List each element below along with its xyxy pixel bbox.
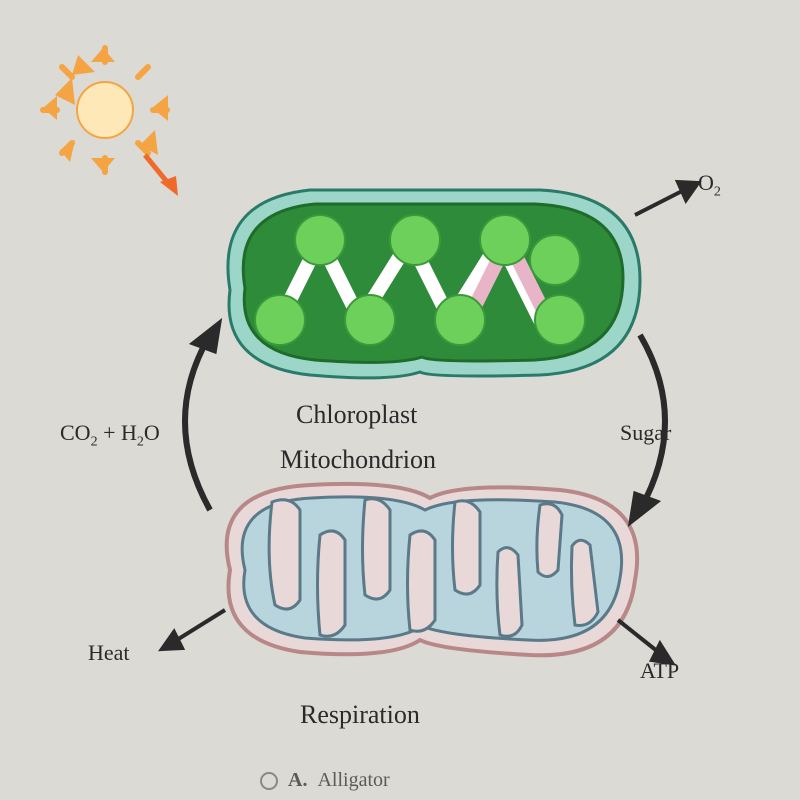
o2-label: O2: [698, 170, 721, 200]
respiration-label: Respiration: [300, 700, 420, 730]
answer-text: Alligator: [317, 769, 389, 792]
o2-arrow: [635, 182, 698, 215]
sun-arrow: [145, 155, 178, 196]
mitochondrion-label: Mitochondrion: [280, 445, 436, 475]
co2h2o-label: CO2 + H2O: [60, 420, 160, 450]
sun-icon: [43, 48, 168, 172]
chloroplast-label: Chloroplast: [296, 400, 417, 430]
chloroplast: [228, 190, 640, 378]
answer-letter: A.: [288, 769, 307, 792]
radio-icon: [260, 772, 278, 790]
atp-arrow: [618, 620, 672, 663]
heat-arrow: [162, 610, 225, 649]
heat-label: Heat: [88, 640, 130, 666]
sugar-label: Sugar: [620, 420, 671, 446]
co2-arrow: [185, 325, 218, 510]
atp-label: ATP: [640, 658, 679, 684]
mitochondrion: [227, 484, 637, 655]
answer-option-a[interactable]: A. Alligator: [260, 769, 390, 792]
